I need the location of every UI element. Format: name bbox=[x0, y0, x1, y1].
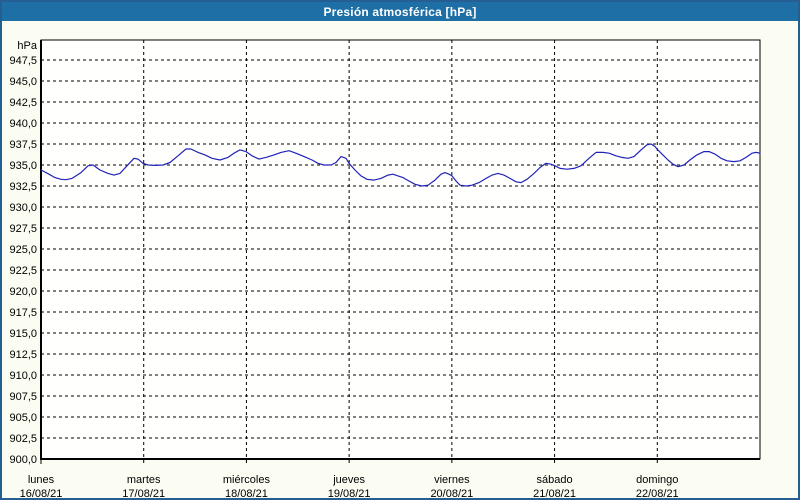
x-date-label: 19/08/21 bbox=[328, 488, 371, 500]
y-tick-label: 942,5 bbox=[9, 97, 37, 109]
x-day-label: domingo bbox=[636, 474, 678, 486]
y-tick-label: 940,0 bbox=[9, 118, 37, 130]
window-title: Presión atmosférica [hPa] bbox=[323, 4, 477, 19]
x-date-label: 22/08/21 bbox=[636, 488, 679, 500]
window-title-bar: Presión atmosférica [hPa] bbox=[2, 2, 798, 21]
y-tick-label: 900,0 bbox=[9, 454, 37, 466]
y-tick-label: 947,5 bbox=[9, 55, 37, 67]
y-tick-label: 907,5 bbox=[9, 391, 37, 403]
y-tick-label: 917,5 bbox=[9, 307, 37, 319]
x-day-label: jueves bbox=[332, 474, 365, 486]
y-tick-label: 927,5 bbox=[9, 223, 37, 235]
y-tick-label: 910,0 bbox=[9, 370, 37, 382]
x-day-label: sábado bbox=[537, 474, 573, 486]
y-axis-unit-label: hPa bbox=[17, 40, 37, 52]
y-tick-label: 912,5 bbox=[9, 349, 37, 361]
y-tick-label: 935,0 bbox=[9, 160, 37, 172]
x-date-label: 21/08/21 bbox=[533, 488, 576, 500]
y-tick-label: 905,0 bbox=[9, 412, 37, 424]
y-tick-label: 932,5 bbox=[9, 181, 37, 193]
y-tick-label: 922,5 bbox=[9, 265, 37, 277]
pressure-line bbox=[40, 143, 761, 187]
x-date-label: 18/08/21 bbox=[225, 488, 268, 500]
x-day-label: viernes bbox=[434, 474, 470, 486]
x-day-label: lunes bbox=[28, 474, 55, 486]
y-tick-label: 915,0 bbox=[9, 328, 37, 340]
y-tick-label: 937,5 bbox=[9, 139, 37, 151]
x-day-label: miércoles bbox=[223, 474, 271, 486]
y-tick-label: 930,0 bbox=[9, 202, 37, 214]
plot-area bbox=[41, 40, 760, 459]
y-tick-label: 920,0 bbox=[9, 286, 37, 298]
x-date-label: 16/08/21 bbox=[20, 488, 63, 500]
x-date-label: 20/08/21 bbox=[430, 488, 473, 500]
x-day-label: martes bbox=[127, 474, 161, 486]
y-tick-label: 925,0 bbox=[9, 244, 37, 256]
y-tick-label: 902,5 bbox=[9, 433, 37, 445]
y-tick-label: 945,0 bbox=[9, 76, 37, 88]
x-date-label: 17/08/21 bbox=[122, 488, 165, 500]
